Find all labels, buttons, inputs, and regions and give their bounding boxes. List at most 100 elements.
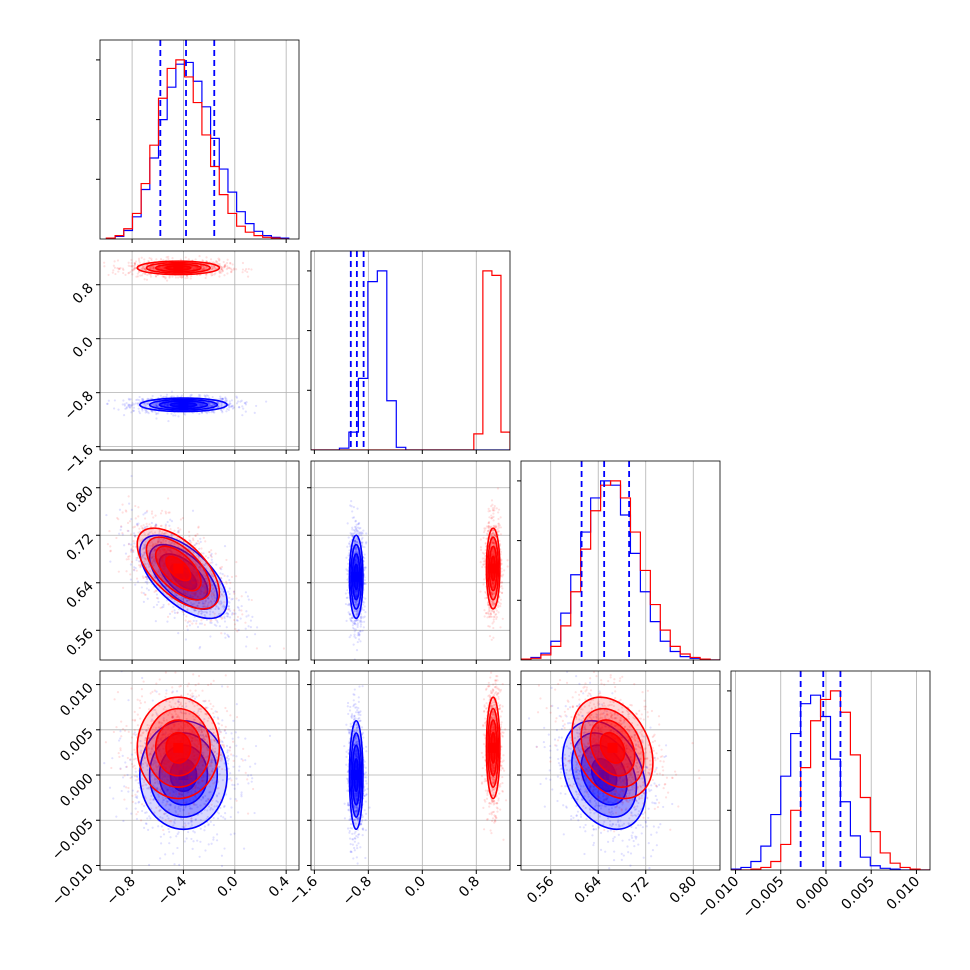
scatter-point (233, 592, 236, 595)
scatter-point (152, 516, 155, 519)
scatter-point (153, 547, 156, 551)
scatter-point (356, 541, 359, 544)
scatter-point (124, 552, 128, 555)
scatter-point (358, 527, 361, 530)
scatter-point (113, 266, 117, 269)
scatter-point (196, 554, 199, 557)
scatter-point (158, 570, 161, 573)
scatter-point (192, 550, 195, 553)
scatter-point (210, 574, 214, 577)
scatter-point (156, 540, 159, 543)
scatter-point (232, 612, 235, 616)
scatter-point (134, 504, 137, 508)
scatter-point (355, 528, 358, 531)
scatter-point (215, 587, 219, 590)
scatter-point (117, 408, 120, 411)
scatter-point (355, 649, 359, 652)
scatter-point (354, 623, 357, 626)
scatter-point (142, 272, 145, 275)
scatter-point (164, 526, 167, 529)
scatter-point (210, 574, 213, 577)
scatter-point (109, 560, 112, 563)
scatter-point (232, 590, 235, 593)
scatter-point (151, 532, 154, 535)
scatter-point (209, 600, 212, 603)
scatter-point (240, 609, 243, 612)
scatter-point (167, 497, 170, 500)
scatter-point (346, 589, 349, 592)
scatter-point (154, 410, 157, 413)
scatter-point (241, 268, 245, 271)
scatter-point (133, 267, 136, 270)
scatter-point (228, 587, 231, 590)
scatter-point (228, 607, 231, 610)
scatter-point (142, 264, 145, 267)
scatter-point (95, 273, 97, 275)
scatter-point (150, 265, 153, 268)
scatter-point (357, 638, 361, 641)
scatter-point (225, 261, 229, 265)
scatter-point (156, 540, 160, 544)
scatter-point (226, 615, 230, 618)
scatter-point (143, 562, 146, 566)
scatter-point (143, 278, 146, 281)
scatter-point (126, 521, 130, 525)
scatter-point (122, 413, 126, 417)
scatter-point (351, 532, 354, 535)
scatter-point (481, 551, 485, 554)
scatter-point (363, 568, 366, 571)
scatter-point (362, 616, 365, 619)
scatter-point (185, 274, 189, 278)
scatter-point (200, 268, 203, 271)
scatter-point (165, 256, 168, 259)
scatter-point (241, 405, 244, 408)
scatter-point (185, 553, 188, 556)
scatter-point (118, 267, 121, 270)
scatter-point (348, 613, 352, 616)
scatter-point (187, 258, 190, 261)
scatter-point (199, 592, 202, 595)
scatter-point (199, 588, 202, 591)
scatter-point (229, 261, 232, 265)
scatter-point (142, 592, 145, 595)
scatter-point (149, 275, 153, 278)
scatter-point (138, 410, 141, 413)
scatter-point (193, 602, 196, 605)
scatter-point (206, 605, 209, 608)
scatter-point (162, 605, 165, 608)
scatter-point (362, 529, 365, 532)
scatter-point (130, 411, 133, 414)
scatter-point (222, 594, 225, 598)
scatter-point (204, 577, 208, 580)
scatter-point (349, 634, 352, 637)
scatter-point (122, 268, 125, 271)
scatter-point (197, 394, 201, 397)
scatter-point (174, 414, 177, 417)
scatter-point (210, 411, 213, 414)
scatter-point (209, 635, 212, 638)
scatter-point (355, 540, 358, 543)
scatter-point (155, 405, 158, 408)
scatter-point (231, 407, 235, 410)
scatter-point (205, 618, 208, 622)
scatter-point (133, 261, 136, 265)
scatter-point (213, 273, 216, 276)
scatter-point (233, 609, 236, 612)
scatter-point (180, 604, 183, 608)
scatter-point (144, 268, 147, 271)
scatter-point (223, 615, 226, 618)
scatter-point (213, 403, 216, 406)
scatter-point (221, 397, 224, 401)
scatter-point (129, 578, 132, 581)
scatter-point (233, 623, 237, 626)
scatter-point (183, 412, 186, 415)
scatter-point (210, 601, 213, 604)
scatter-point (211, 587, 214, 591)
scatter-point (224, 397, 227, 400)
scatter-point (220, 402, 223, 405)
scatter-point (490, 517, 493, 520)
scatter-point (483, 615, 486, 618)
scatter-point (144, 563, 147, 566)
scatter-point (138, 261, 141, 264)
scatter-point (355, 536, 358, 539)
